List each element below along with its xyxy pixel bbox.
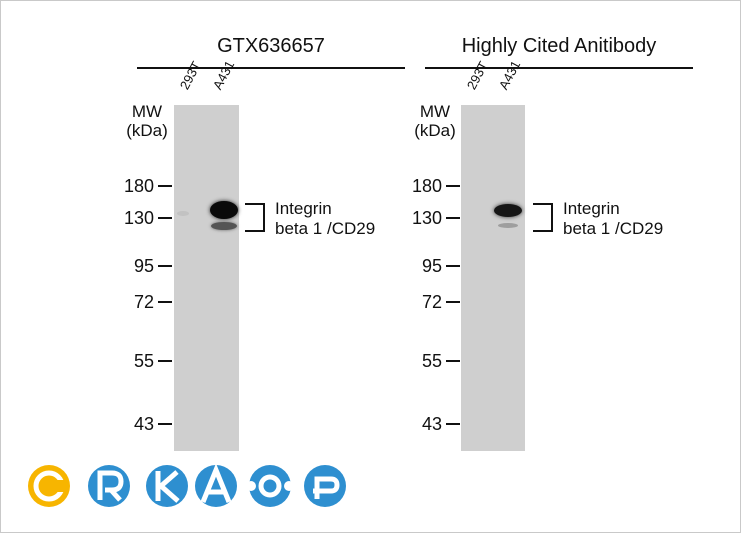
target-label: Integrin beta 1 /CD29 <box>275 199 376 238</box>
marker-55: 55 <box>389 351 460 371</box>
band-a431-130kda <box>210 201 238 219</box>
marker-43: 43 <box>389 414 460 434</box>
panel-title-rule <box>425 67 693 69</box>
blot-panel-highly-cited: Highly Cited Anitibody 293T A431 MW (kDa… <box>389 1 693 461</box>
panel-title-rule <box>137 67 405 69</box>
marker-95: 95 <box>389 256 460 276</box>
marker-130: 130 <box>101 208 172 228</box>
mw-label-line1: MW <box>131 102 163 121</box>
mw-label: MW (kDa) <box>121 102 173 140</box>
mw-label-line1: MW <box>419 102 451 121</box>
blot-membrane <box>461 105 525 451</box>
crkaop-logo <box>28 463 346 507</box>
band-293t-faint <box>177 211 189 216</box>
band-a431-lower <box>498 223 518 228</box>
target-bracket <box>245 203 265 232</box>
target-label: Integrin beta 1 /CD29 <box>563 199 664 238</box>
logo-c-icon <box>28 465 70 507</box>
lane-label-293t: 293T <box>463 58 491 92</box>
logo-r-icon <box>88 465 130 507</box>
logo-o-icon <box>246 465 294 507</box>
logo-a-icon <box>195 463 237 507</box>
marker-43: 43 <box>101 414 172 434</box>
marker-72: 72 <box>389 292 460 312</box>
blot-panel-gtx636657: GTX636657 293T A431 MW (kDa) 180 130 95 … <box>101 1 405 461</box>
marker-180: 180 <box>101 176 172 196</box>
marker-55: 55 <box>101 351 172 371</box>
mw-label-line2: (kDa) <box>414 121 456 140</box>
band-a431-lower <box>211 222 237 230</box>
logo-k-icon <box>146 465 188 507</box>
panel-title: Highly Cited Anitibody <box>461 35 657 57</box>
mw-label: MW (kDa) <box>409 102 461 140</box>
target-bracket <box>533 203 553 232</box>
band-a431-130kda <box>494 204 522 217</box>
marker-180: 180 <box>389 176 460 196</box>
panel-title: GTX636657 <box>217 35 325 57</box>
mw-label-line2: (kDa) <box>126 121 168 140</box>
marker-130: 130 <box>389 208 460 228</box>
marker-95: 95 <box>101 256 172 276</box>
lane-label-293t: 293T <box>176 58 204 92</box>
lane-label-a431: A431 <box>495 58 524 92</box>
logo-p-icon <box>304 465 346 507</box>
marker-72: 72 <box>101 292 172 312</box>
blot-membrane <box>174 105 239 451</box>
lane-label-a431: A431 <box>209 58 238 92</box>
